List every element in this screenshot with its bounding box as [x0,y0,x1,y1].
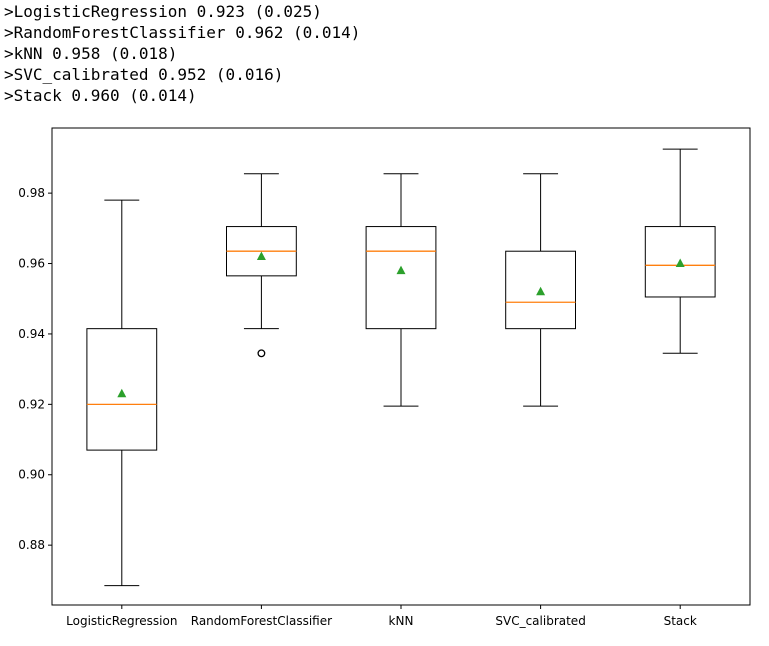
mean-marker [256,251,266,260]
mean-marker [536,286,546,296]
output-log: >LogisticRegression 0.923 (0.025) >Rando… [4,1,360,106]
x-tick-label: LogisticRegression [66,614,177,628]
x-tick-label: SVC_calibrated [495,614,585,628]
log-line: >kNN 0.958 (0.018) [4,44,178,63]
x-tick-label: RandomForestClassifier [191,614,332,628]
box [365,226,437,330]
x-tick-label: Stack [664,614,697,628]
log-line: >RandomForestClassifier 0.962 (0.014) [4,23,361,42]
x-tick-label: kNN [389,614,414,628]
y-tick-label: 0.88 [18,538,45,552]
y-tick-label: 0.94 [18,327,45,341]
log-line: >LogisticRegression 0.923 (0.025) [4,2,322,21]
mean-marker [396,265,406,275]
mean-marker [675,258,685,268]
log-line: >SVC_calibrated 0.952 (0.016) [4,65,284,84]
box [644,226,716,298]
y-tick-label: 0.92 [18,397,45,411]
box [86,328,158,451]
mean-marker [117,388,127,398]
y-tick-label: 0.90 [18,468,45,482]
plot-frame [51,127,751,606]
box [505,250,577,330]
y-tick-label: 0.98 [18,186,45,200]
outlier-point [257,349,266,358]
log-line: >Stack 0.960 (0.014) [4,86,197,105]
y-tick-label: 0.96 [18,257,45,271]
